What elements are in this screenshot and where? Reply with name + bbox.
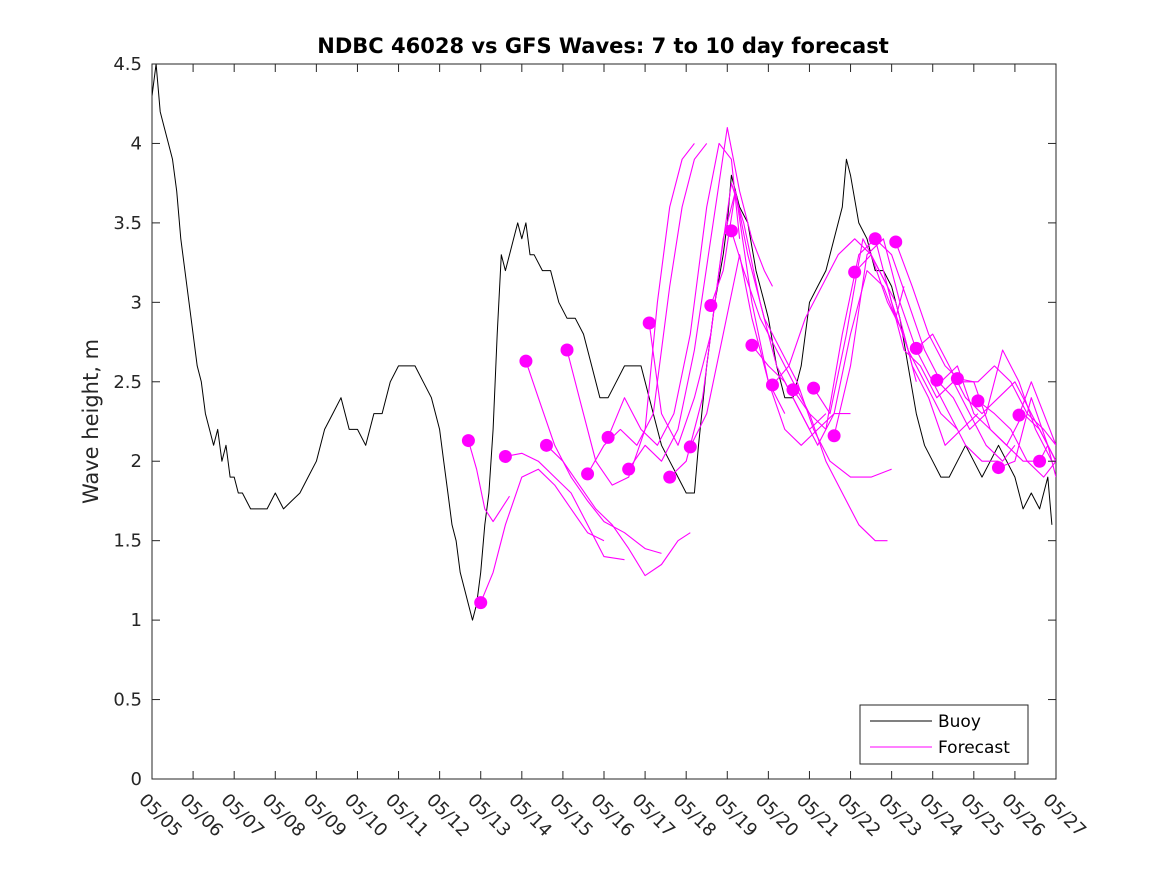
forecast-series-line: [998, 397, 1056, 469]
legend-label: Forecast: [938, 738, 1010, 758]
forecast-marker: [519, 354, 533, 368]
legend: Buoy Forecast: [859, 704, 1029, 765]
y-tick-label: 3.5: [113, 213, 142, 234]
y-tick-label: 4.5: [113, 54, 142, 75]
forecast-marker: [539, 438, 553, 452]
buoy-series-line: [152, 64, 1053, 621]
y-tick-label: 2.5: [113, 372, 142, 393]
series-group: [152, 64, 1056, 621]
y-tick-label: 4: [131, 133, 142, 154]
y-tick-label: 0.5: [113, 690, 142, 711]
forecast-marker: [642, 316, 656, 330]
forecast-marker: [581, 467, 595, 481]
forecast-series-line: [505, 452, 625, 561]
forecast-series-line: [874, 238, 1036, 462]
forecast-marker: [1033, 454, 1047, 468]
y-axis-label: Wave height, m: [79, 339, 103, 504]
y-tick-label: 1.5: [113, 531, 142, 552]
forecast-series-line: [546, 444, 691, 577]
y-tick-label: 3: [131, 292, 142, 313]
forecast-series-line: [566, 143, 695, 486]
forecast-marker: [909, 341, 923, 355]
forecast-marker: [971, 394, 985, 408]
y-tick-label: 1: [131, 610, 142, 631]
series-layer: [152, 64, 1056, 621]
y-tick-label: 2: [131, 451, 142, 472]
plot-frame: [151, 63, 1057, 780]
forecast-marker: [683, 440, 697, 454]
forecast-series-line: [854, 254, 1016, 462]
y-tick-label: 0: [131, 769, 142, 790]
forecast-marker: [930, 373, 944, 387]
forecast-marker: [807, 381, 821, 395]
forecast-marker: [848, 265, 862, 279]
forecast-marker: [461, 434, 475, 448]
forecast-marker: [868, 232, 882, 246]
forecast-series-line: [1018, 381, 1056, 446]
forecast-marker: [827, 429, 841, 443]
forecast-marker: [622, 462, 636, 476]
legend-label: Buoy: [938, 712, 981, 732]
legend-box: [859, 704, 1029, 765]
forecast-marker: [560, 343, 574, 357]
forecast-series-line: [813, 238, 979, 446]
forecast-marker: [498, 449, 512, 463]
forecast-marker: [704, 299, 718, 313]
forecast-marker: [991, 461, 1005, 475]
forecast-series-line: [895, 241, 1056, 446]
forecast-series-line: [480, 468, 605, 603]
forecast-marker: [786, 383, 800, 397]
forecast-series-line: [628, 127, 773, 470]
legend-items: Buoy Forecast: [870, 712, 1010, 758]
forecast-series-line: [525, 360, 662, 554]
forecast-series-line: [467, 440, 510, 523]
forecast-marker: [1012, 408, 1026, 422]
forecast-marker: [889, 235, 903, 249]
forecast-series-line: [957, 378, 1056, 462]
forecast-marker: [724, 224, 738, 238]
forecast-series-line: [936, 349, 1056, 462]
forecast-marker: [745, 338, 759, 352]
forecast-marker: [601, 430, 615, 444]
forecast-marker: [765, 378, 779, 392]
forecast-series-line: [607, 142, 741, 446]
chart-title: NDBC 46028 vs GFS Waves: 7 to 10 day for…: [317, 34, 888, 58]
forecast-marker: [474, 596, 488, 610]
forecast-marker: [663, 470, 677, 484]
forecast-marker: [950, 372, 964, 386]
